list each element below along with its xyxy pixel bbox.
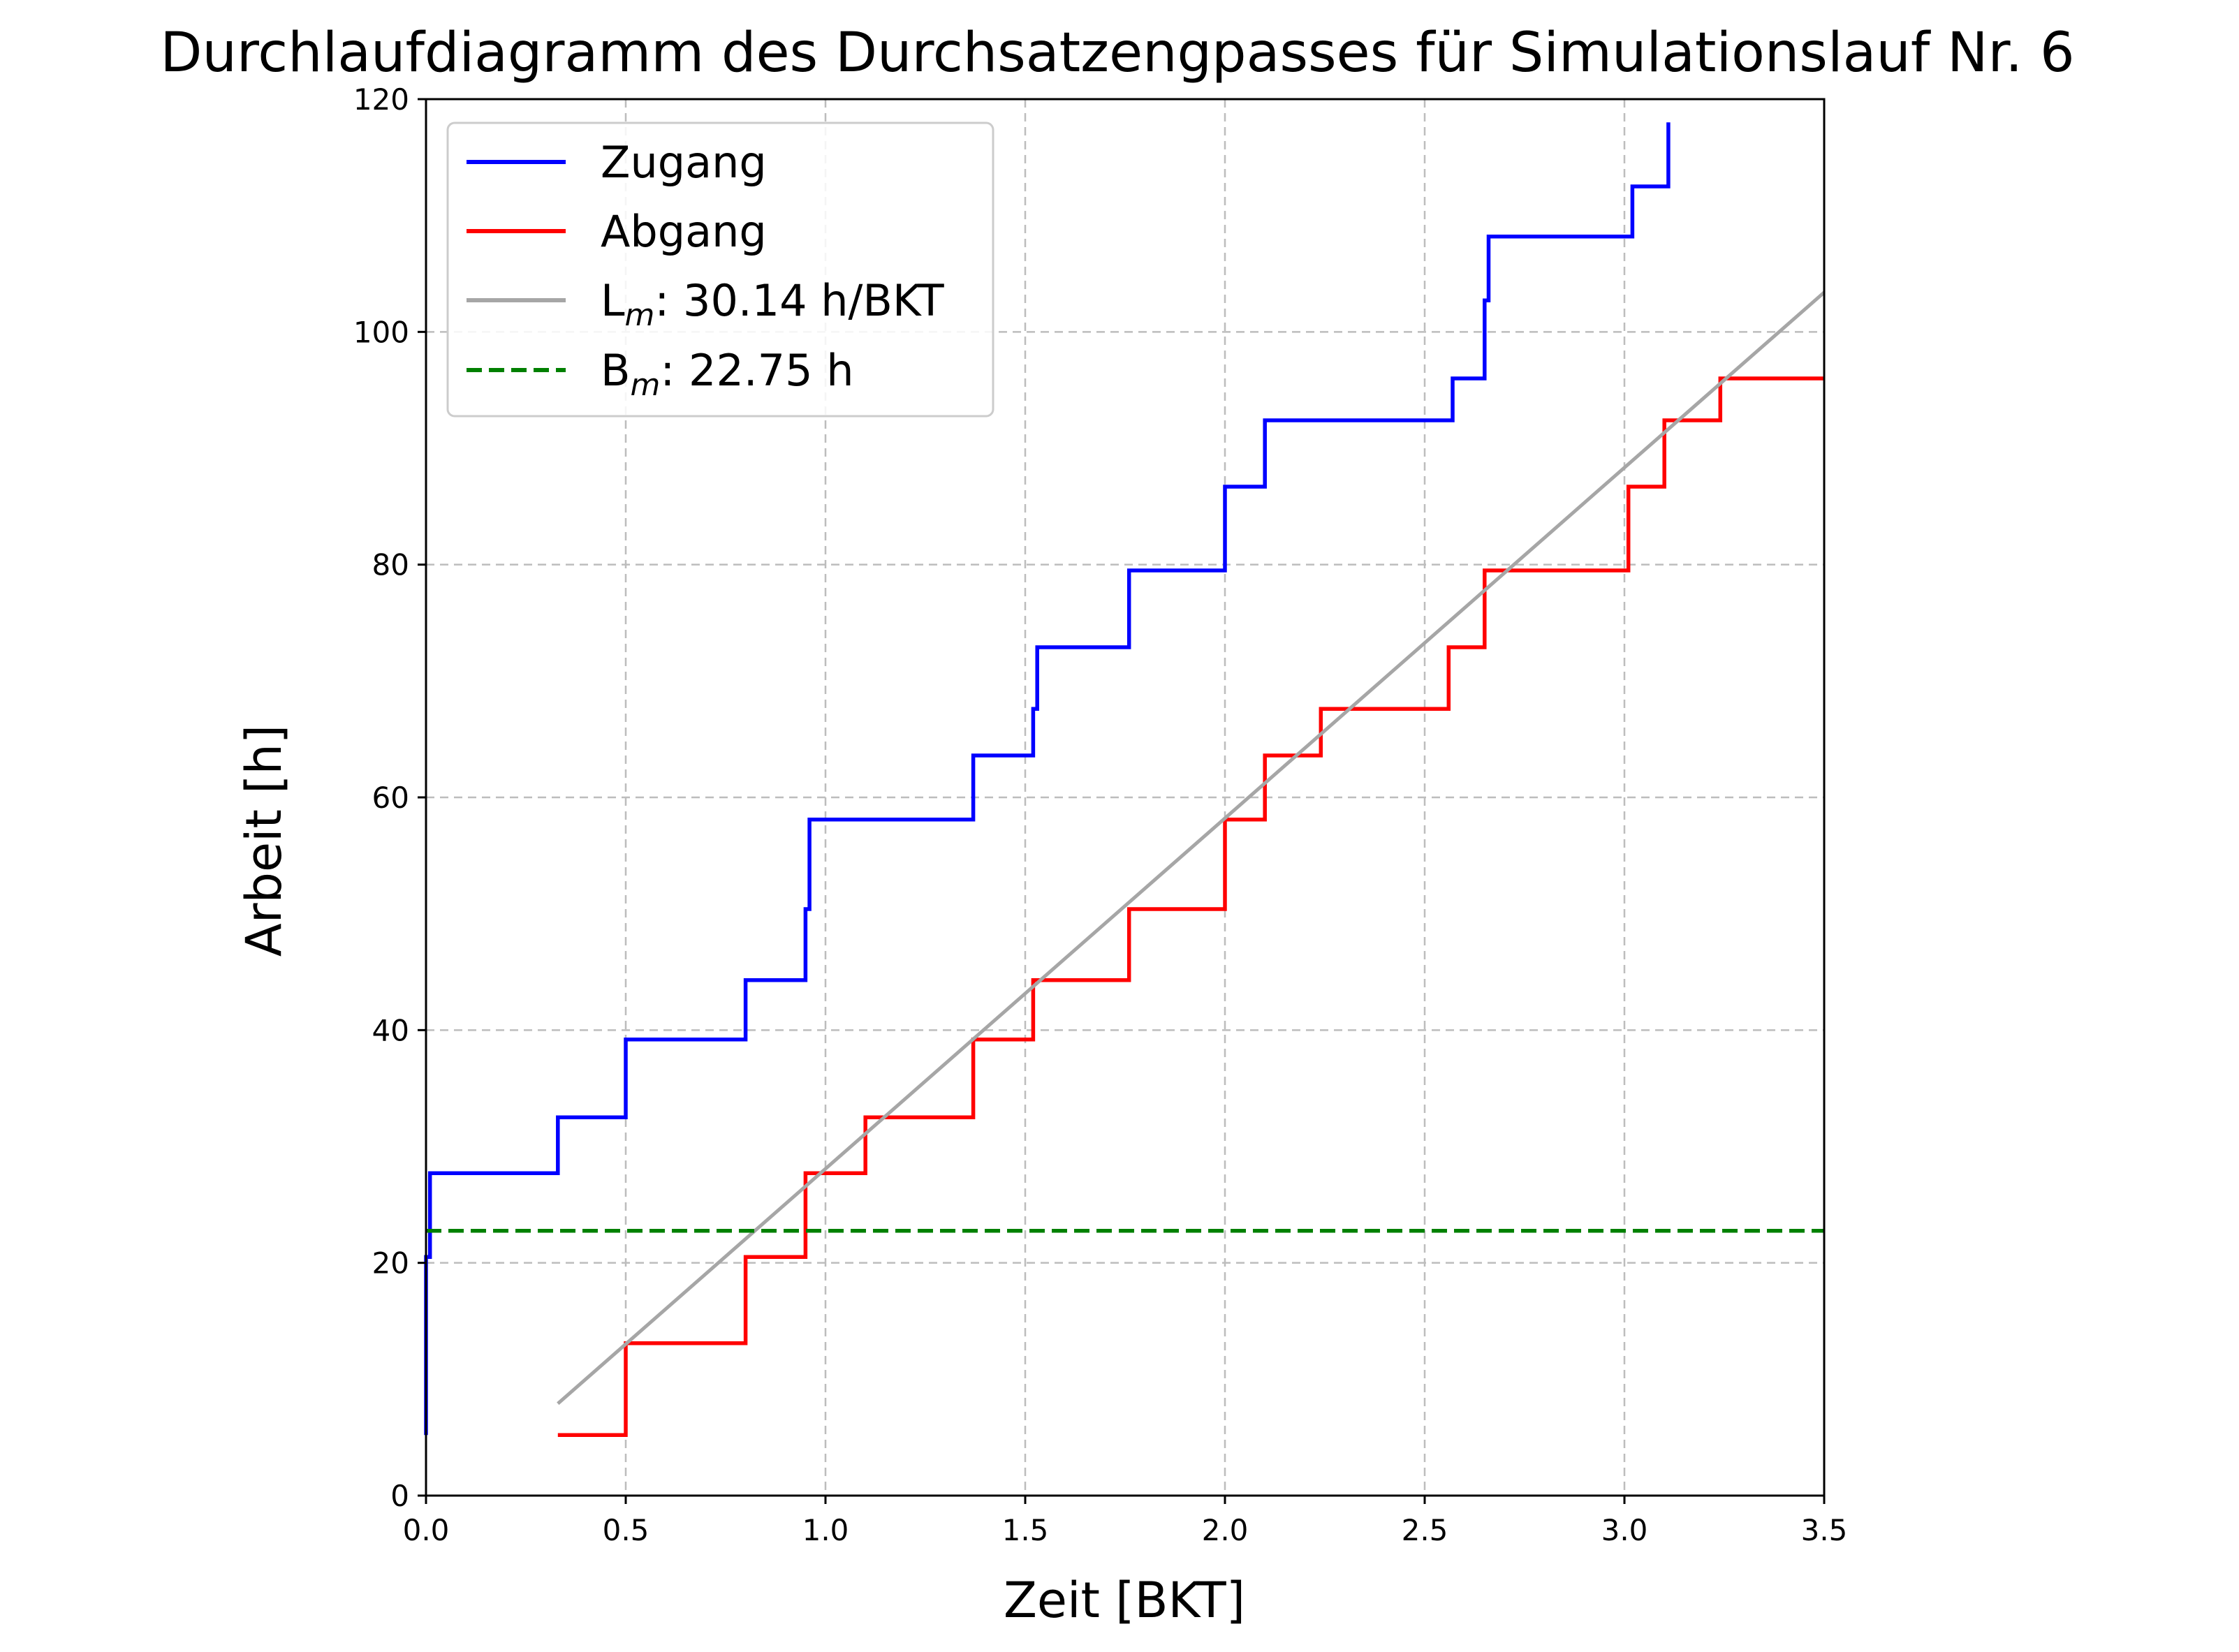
legend-label-lm: Lm: 30.14 h/BKT — [601, 275, 945, 333]
y-tick-label: 0 — [390, 1479, 409, 1513]
legend-label-bm: Bm: 22.75 h — [601, 345, 854, 403]
x-tick-label: 1.5 — [1002, 1513, 1049, 1547]
legend-label-lm-rest: : 30.14 h/BKT — [654, 275, 944, 326]
x-tick-label: 3.0 — [1601, 1513, 1648, 1547]
chart-title: Durchlaufdiagramm des Durchsatzengpasses… — [160, 22, 2074, 84]
legend-label-bm-main: B — [601, 345, 631, 396]
legend-label-zugang: Zugang — [601, 137, 767, 188]
y-axis-title: Arbeit [h] — [235, 725, 293, 957]
y-tick-label: 80 — [372, 548, 409, 582]
legend: Zugang Abgang Lm: 30.14 h/BKT Bm: 22.75 … — [446, 121, 994, 418]
y-tick-label: 120 — [353, 82, 409, 117]
grid — [426, 99, 1824, 1496]
legend-label-lm-sub: m — [625, 297, 655, 333]
x-tick-label: 3.5 — [1801, 1513, 1848, 1547]
series-zugang-line — [424, 122, 1671, 1436]
y-tick-label: 40 — [372, 1013, 409, 1047]
legend-box — [446, 121, 994, 418]
plot-series — [424, 122, 1826, 1438]
series-abgang-line — [557, 376, 1824, 1438]
y-tick-label: 20 — [372, 1246, 409, 1281]
y-tick-label: 60 — [372, 781, 409, 815]
legend-label-bm-rest: : 22.75 h — [660, 345, 853, 396]
legend-label-abgang: Abgang — [601, 206, 767, 257]
legend-label-lm-main: L — [601, 275, 625, 326]
x-tick-label: 0.0 — [403, 1513, 450, 1547]
y-tick-label: 100 — [353, 315, 409, 349]
axis-ticks: 0.0 0.5 1.0 1.5 2.0 2.5 3.0 3.5 0 20 40 60 80 100 120 — [353, 82, 1848, 1547]
x-axis-title: Zeit [BKT] — [1004, 1572, 1245, 1629]
x-tick-label: 2.0 — [1202, 1513, 1249, 1547]
x-tick-label: 1.0 — [802, 1513, 849, 1547]
x-tick-label: 0.5 — [603, 1513, 649, 1547]
x-tick-label: 2.5 — [1402, 1513, 1448, 1547]
legend-label-bm-sub: m — [631, 367, 661, 403]
series-lm-line — [557, 290, 1826, 1406]
